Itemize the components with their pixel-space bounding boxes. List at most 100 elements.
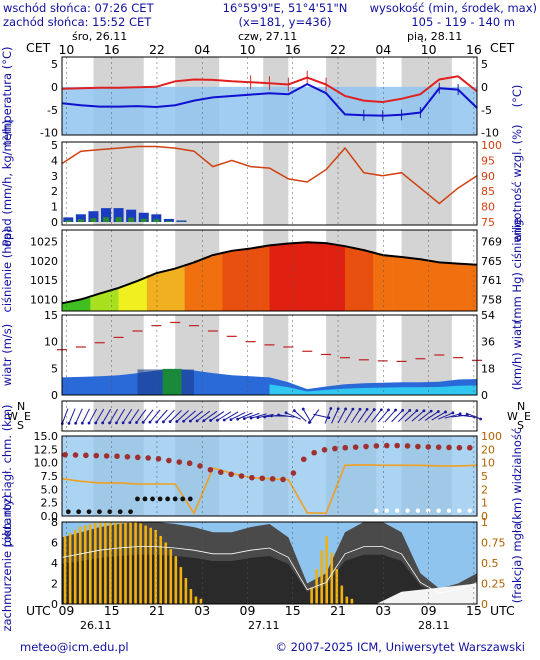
pressure-fill <box>109 289 119 311</box>
tick-label-left: 10 <box>44 336 58 349</box>
low-cloud-dot <box>65 509 71 515</box>
wind-arrow-head <box>128 421 132 425</box>
fog-bar <box>189 588 193 604</box>
wind-arrow-head <box>188 419 192 423</box>
temperature-axis-title-right: (°C) <box>510 85 524 108</box>
pressure-fill <box>260 246 270 311</box>
tick-label-right: 100 <box>481 430 502 443</box>
pressure-panel: 1025 1020 1015 1010 769 765 761 758 ciśnienie (h… <box>0 218 524 323</box>
tz-label-left: CET <box>26 40 51 55</box>
wind-arrow-head <box>415 409 419 412</box>
pressure-fill <box>344 247 355 311</box>
wind-arrow-head <box>249 416 253 420</box>
wind-gust-band <box>162 368 182 395</box>
cloud-base-dot <box>456 444 463 451</box>
wind-arrow <box>136 409 147 423</box>
pressure-fill <box>392 256 402 311</box>
wind-arrow-head <box>74 421 78 425</box>
night-shade <box>326 315 377 395</box>
tick-label-left: 4 <box>51 154 58 167</box>
wind-arrow-head <box>108 421 111 425</box>
wind-arrow <box>350 409 361 423</box>
wind-arrow-head <box>236 417 240 421</box>
wind-arrow <box>344 408 354 424</box>
cloud-base-dot <box>300 456 307 463</box>
cloud-mid-line <box>61 546 478 594</box>
wind-arrow <box>364 409 375 423</box>
wind-arrow-head <box>229 418 233 421</box>
day-label-1: śro, 26.11 <box>72 30 127 43</box>
wind-arrow <box>418 410 432 422</box>
top-hour-label: 16 <box>466 42 482 57</box>
cloud-depth-dot <box>180 496 186 502</box>
night-shade <box>326 142 377 225</box>
temperature-panel: 5 0 -5 -10 5 0 -5 -10 temperatura (°C) (°C) <box>0 47 524 146</box>
tick-label-right: 54 <box>481 309 495 322</box>
fog-bar <box>325 536 329 604</box>
wind-arrow-head <box>141 420 145 424</box>
cloud-base-dot <box>435 444 442 450</box>
fog-bar <box>129 522 132 604</box>
wind-arrow <box>424 411 439 421</box>
wind-arrow-head <box>222 418 226 422</box>
cloud-base-dot <box>114 453 120 460</box>
tz-label-right: CET <box>490 40 515 55</box>
tick-label-left: 15 <box>44 309 58 322</box>
cloud-base-dot <box>342 444 349 451</box>
high-cloud-dot <box>394 508 400 513</box>
tick-label-left: 1015 <box>30 274 58 287</box>
pressure-fill <box>222 251 233 311</box>
precip-bar <box>163 218 174 222</box>
tick-label-left: 1010 <box>30 293 58 306</box>
tick-label-right: 0.75 <box>481 537 506 550</box>
bottom-hour-label: 09 <box>58 603 74 618</box>
bottom-hour-label: 03 <box>375 603 391 618</box>
high-cloud-dot <box>426 508 431 513</box>
wind-arrow-head <box>148 420 152 424</box>
wind-arrow <box>411 410 425 422</box>
tick-label-right: 1 <box>481 516 488 529</box>
pressure-fill <box>458 263 468 311</box>
wind-arrow <box>129 409 140 423</box>
fog-bar <box>179 567 183 604</box>
panel-frame <box>61 521 478 605</box>
fog-bar <box>164 542 168 604</box>
wind-arrow <box>81 408 90 424</box>
cloud-base-dot <box>145 455 151 461</box>
visibility-panel: 15.012.510.07.55.02.50.010020105210pion.… <box>0 404 524 547</box>
fog-bar <box>109 522 112 604</box>
coords-text: 16°59'9"E, 51°4'51"N <box>223 1 348 15</box>
fog-bar <box>194 596 198 604</box>
wind-arrow-head <box>115 421 118 425</box>
fog-bar <box>184 578 188 604</box>
wind-arrow-head <box>444 410 447 414</box>
wind-arrow <box>115 408 125 424</box>
wind-arrow-head <box>195 419 199 423</box>
cloud-base-dot <box>103 453 110 459</box>
pressure-fill <box>212 254 223 311</box>
footer-email[interactable]: meteo@icm.edu.pl <box>20 640 129 654</box>
snow-bar <box>115 217 122 222</box>
wind-arrow-head <box>80 421 84 425</box>
wind-arrow-head <box>67 421 71 425</box>
snow-bar <box>140 218 147 222</box>
elevation-values: 105 - 119 - 140 m <box>411 15 515 29</box>
wind-arrow-head <box>408 409 412 412</box>
snow-bar <box>165 220 172 222</box>
fog-bar <box>310 587 313 604</box>
fog-bar <box>94 522 97 604</box>
wind-arrow <box>142 409 154 423</box>
wind-arrow <box>75 408 83 424</box>
cloud-depth-dot <box>142 496 148 502</box>
bottom-date-2: 27.11 <box>248 619 280 632</box>
wind-arrow <box>68 408 76 424</box>
tick-label-right: 758 <box>481 293 502 306</box>
night-shade <box>263 142 289 225</box>
low-cloud-dot <box>128 509 133 515</box>
wind-arrow-head <box>379 408 383 412</box>
night-shade <box>401 401 452 431</box>
tick-label-left: 0 <box>51 389 58 402</box>
snow-bar <box>103 217 110 222</box>
fog-bar <box>174 556 178 604</box>
